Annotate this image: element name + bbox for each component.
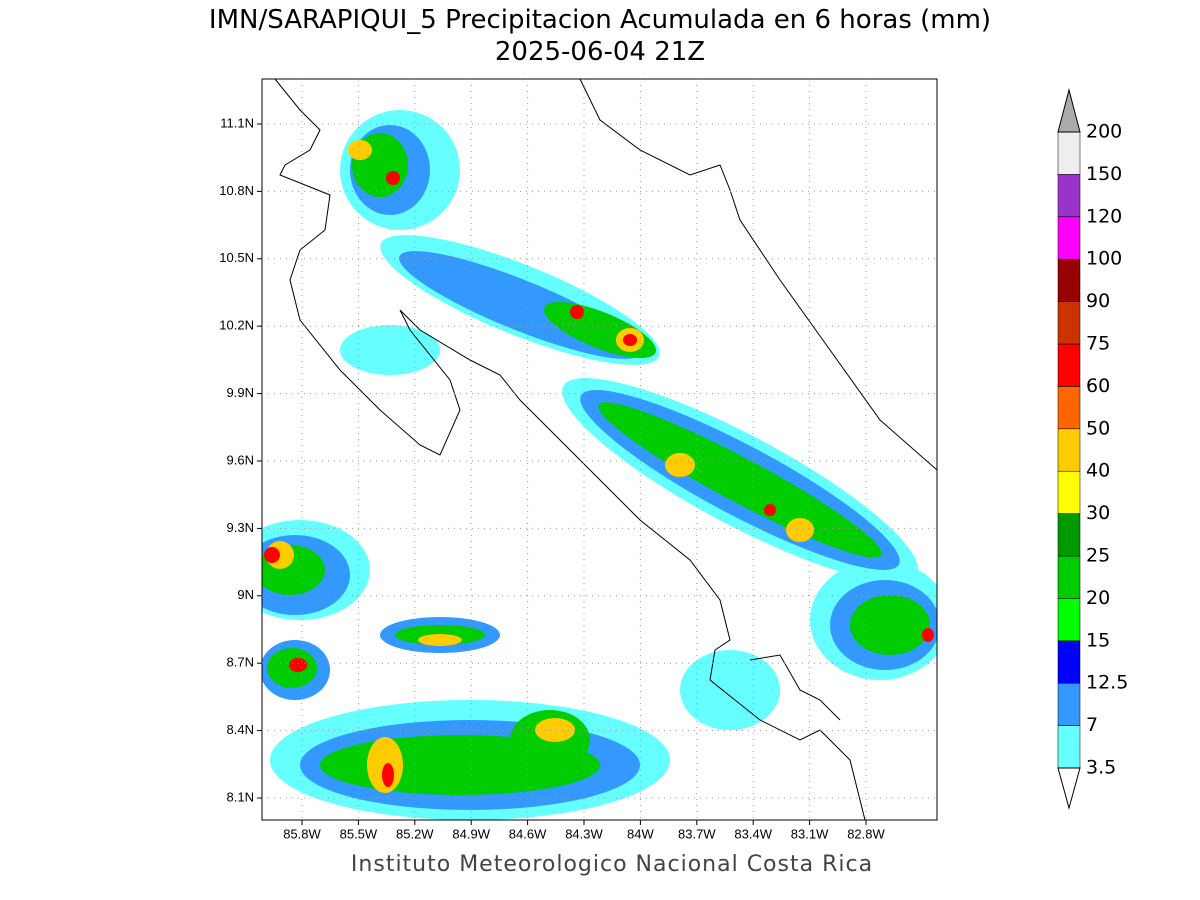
colorbar-label: 200: [1086, 121, 1122, 143]
map-area: [261, 78, 938, 821]
lat-label: 10.8N: [219, 183, 254, 198]
lon-label: 83.1W: [791, 826, 829, 841]
lat-label: 9.6N: [227, 452, 254, 467]
colorbar-label: 25: [1086, 545, 1110, 567]
lat-label: 8.7N: [227, 655, 254, 670]
colorbar-label: 60: [1086, 375, 1110, 397]
lon-label: 83.4W: [734, 826, 772, 841]
lat-label: 10.5N: [219, 250, 254, 265]
colorbar-bin: [1057, 216, 1081, 260]
colorbar-bin: [1057, 555, 1081, 599]
coastline: [274, 79, 937, 820]
colorbar-bin: [1057, 682, 1081, 726]
colorbar-bin: [1057, 725, 1081, 769]
lat-label: 8.1N: [227, 789, 254, 804]
colorbar-label: 30: [1086, 502, 1110, 524]
footer: Instituto Meteorologico Nacional Costa R…: [351, 852, 873, 877]
colorbar-over: [1057, 88, 1081, 133]
colorbar-bin: [1057, 386, 1081, 430]
lon-label: 85.8W: [283, 826, 321, 841]
colorbar-label: 7: [1086, 714, 1098, 736]
colorbar-bin: [1057, 598, 1081, 642]
lon-label: 85.2W: [396, 826, 434, 841]
colorbar-label: 12.5: [1086, 672, 1128, 694]
subtitle: 2025-06-04 21Z: [495, 37, 705, 67]
lat-label: 11.1N: [220, 115, 254, 130]
lon-label: 84.9W: [452, 826, 490, 841]
precip-field: [262, 110, 937, 820]
lat-label: 10.2N: [219, 318, 254, 333]
lon-label: 84.3W: [565, 826, 603, 841]
lat-label: 9.9N: [227, 385, 254, 400]
colorbar-bin: [1057, 174, 1081, 218]
colorbar-label: 75: [1086, 333, 1110, 355]
colorbar-bin: [1057, 470, 1081, 514]
lon-label: 84W: [627, 826, 654, 841]
colorbar-bin: [1057, 513, 1081, 557]
colorbar-bin: [1057, 428, 1081, 472]
colorbar-bin: [1057, 640, 1081, 684]
colorbar-label: 150: [1086, 163, 1122, 185]
colorbar-label: 40: [1086, 460, 1110, 482]
colorbar-label: 90: [1086, 290, 1110, 312]
lon-label: 85.5W: [340, 826, 378, 841]
colorbar-label: 20: [1086, 587, 1110, 609]
title: IMN/SARAPIQUI_5 Precipitacion Acumulada …: [209, 5, 991, 35]
colorbar-bin: [1057, 258, 1081, 302]
colorbar-label: 3.5: [1086, 757, 1116, 779]
lat-label: 9N: [237, 587, 254, 602]
colorbar-label: 15: [1086, 629, 1110, 651]
colorbar-label: 120: [1086, 205, 1122, 227]
colorbar-bin: [1057, 301, 1081, 345]
lon-label: 83.7W: [678, 826, 716, 841]
colorbar-under: [1057, 767, 1081, 810]
colorbar-label: 100: [1086, 248, 1122, 270]
colorbar-bin: [1057, 343, 1081, 387]
lat-label: 9.3N: [227, 520, 254, 535]
colorbar-label: 50: [1086, 417, 1110, 439]
colorbar-bin: [1057, 131, 1081, 175]
map-frame: [261, 78, 938, 821]
lat-label: 8.4N: [227, 722, 254, 737]
lon-label: 84.6W: [509, 826, 547, 841]
lon-label: 82.8W: [847, 826, 885, 841]
